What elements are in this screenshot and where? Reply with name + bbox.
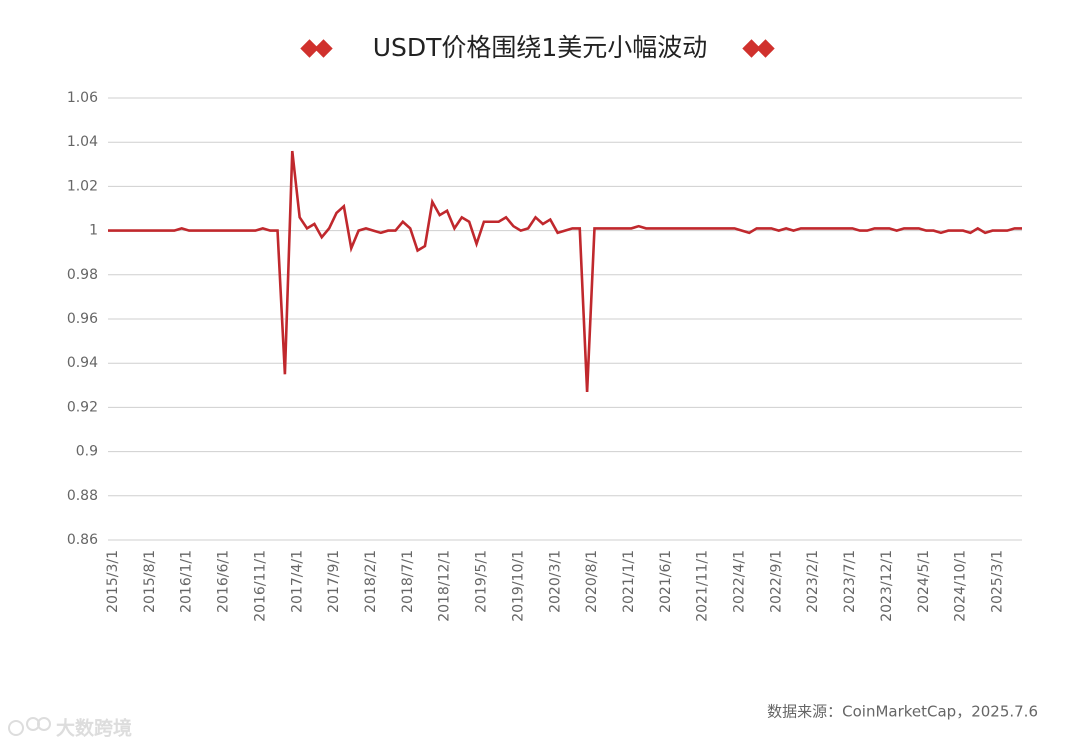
y-tick-label: 0.94 [67, 355, 98, 371]
y-tick-label: 0.86 [67, 532, 98, 548]
x-tick-label: 2017/4/1 [289, 550, 305, 613]
y-tick-label: 1.02 [67, 178, 98, 194]
x-tick-label: 2022/4/1 [732, 550, 748, 613]
x-tick-label: 2017/9/1 [326, 550, 342, 613]
x-tick-label: 2021/6/1 [658, 550, 674, 613]
x-tick-label: 2023/7/1 [842, 550, 858, 613]
x-tick-label: 2020/3/1 [547, 550, 563, 613]
x-tick-label: 2023/12/1 [879, 550, 895, 622]
y-tick-label: 0.9 [76, 444, 98, 460]
price-line [108, 150, 1022, 392]
chart-title: USDT价格围绕1美元小幅波动 [373, 33, 708, 62]
y-tick-label: 0.98 [67, 267, 98, 283]
x-tick-label: 2025/3/1 [990, 550, 1006, 613]
y-tick-label: 1.04 [67, 134, 98, 150]
x-tick-label: 2024/10/1 [953, 550, 969, 622]
y-tick-label: 0.92 [67, 399, 98, 415]
x-tick-label: 2016/11/1 [252, 550, 268, 622]
x-tick-label: 2021/1/1 [621, 550, 637, 613]
x-tick-label: 2016/6/1 [216, 550, 232, 613]
x-tick-label: 2019/10/1 [510, 550, 526, 622]
title-decoration [300, 39, 775, 58]
x-tick-label: 2016/1/1 [179, 550, 195, 613]
x-tick-label: 2015/8/1 [142, 550, 158, 613]
source-note: 数据来源：CoinMarketCap，2025.7.6 [767, 703, 1038, 721]
x-tick-label: 2019/5/1 [474, 550, 490, 613]
watermark-logo [8, 717, 51, 736]
watermark: 大数跨境 [56, 717, 132, 740]
y-tick-label: 1.06 [67, 90, 98, 106]
y-tick-label: 0.96 [67, 311, 98, 327]
x-tick-label: 2018/2/1 [363, 550, 379, 613]
x-tick-label: 2023/2/1 [805, 550, 821, 613]
x-tick-label: 2018/12/1 [437, 550, 453, 622]
x-tick-label: 2018/7/1 [400, 550, 416, 613]
x-tick-label: 2024/5/1 [916, 550, 932, 613]
x-tick-label: 2015/3/1 [105, 550, 121, 613]
x-tick-label: 2021/11/1 [695, 550, 711, 622]
x-tick-label: 2020/8/1 [584, 550, 600, 613]
y-tick-label: 1 [89, 223, 98, 239]
x-tick-label: 2022/9/1 [768, 550, 784, 613]
y-tick-label: 0.88 [67, 488, 98, 504]
